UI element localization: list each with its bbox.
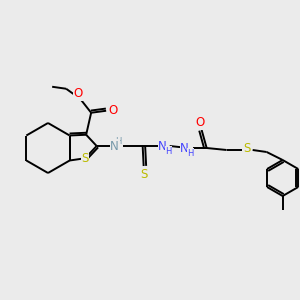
Text: H: H <box>116 137 122 146</box>
Text: O: O <box>195 116 204 130</box>
Text: S: S <box>140 167 147 181</box>
Text: O: O <box>109 104 118 117</box>
Text: H: H <box>166 146 172 155</box>
Text: N: N <box>180 142 189 154</box>
Text: S: S <box>243 142 250 155</box>
Text: N: N <box>158 140 167 152</box>
Text: S: S <box>82 152 89 165</box>
Text: N: N <box>110 140 119 152</box>
Text: H: H <box>188 148 194 158</box>
Text: O: O <box>74 87 83 100</box>
